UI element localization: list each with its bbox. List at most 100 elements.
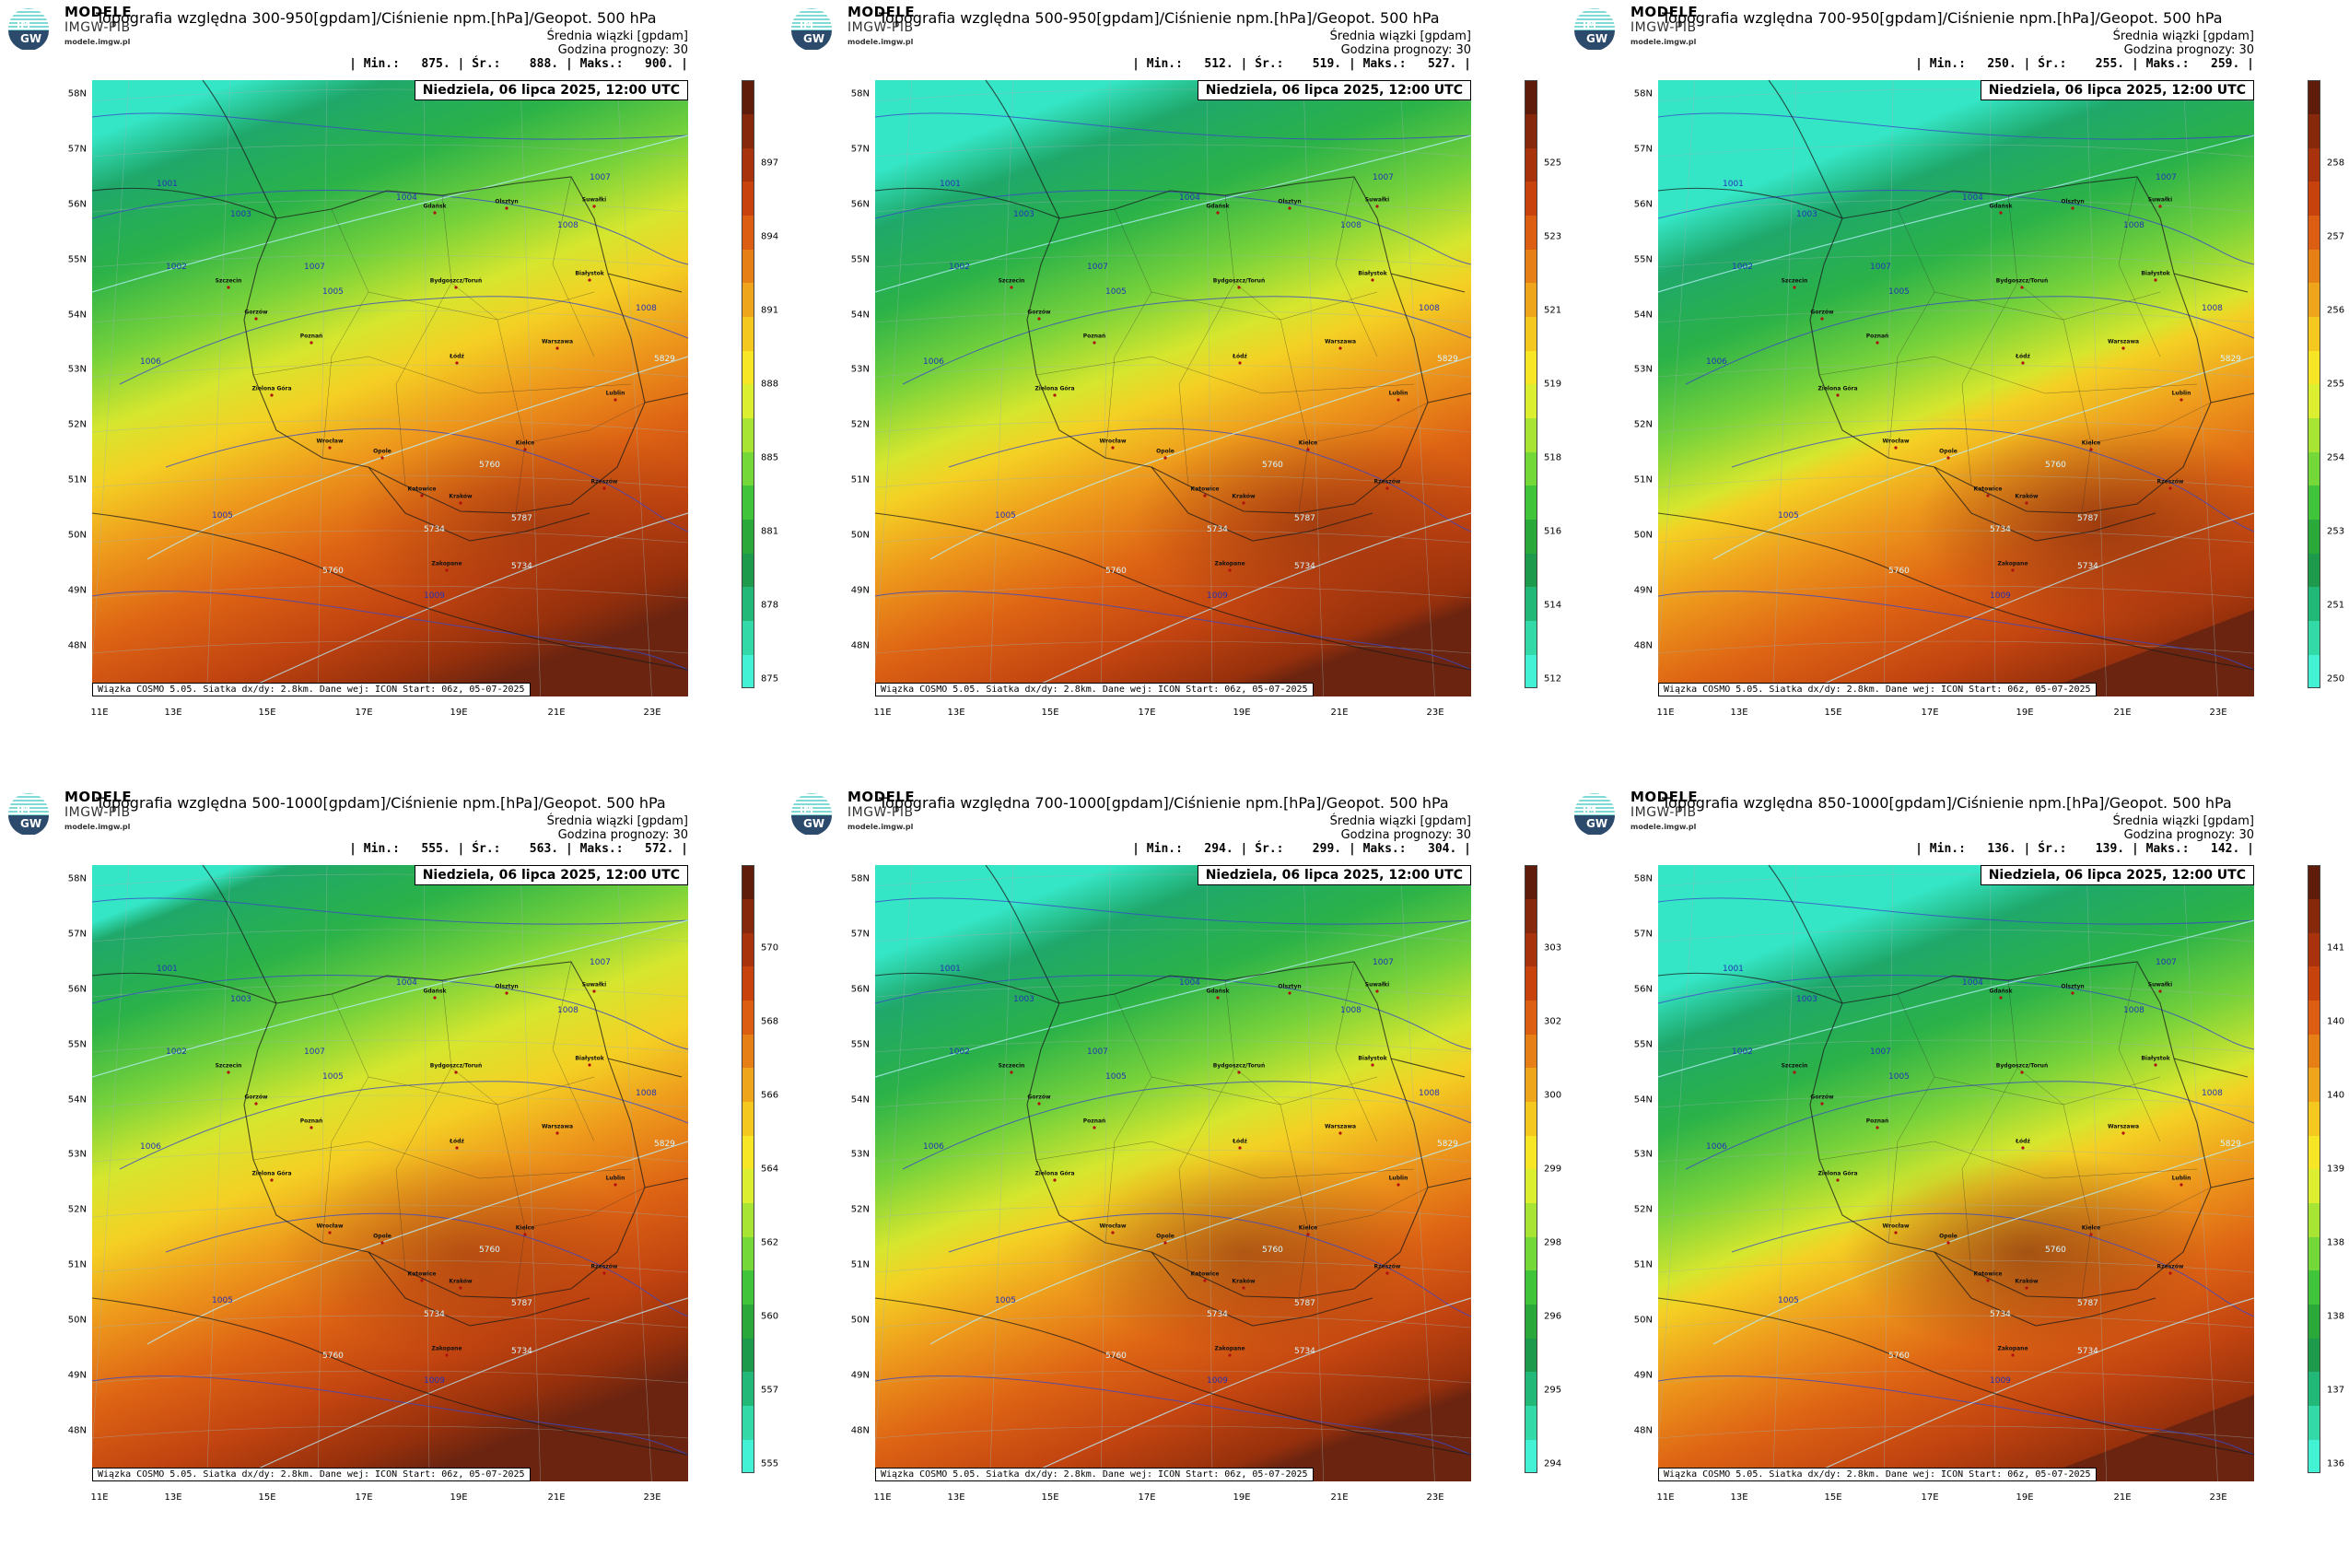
city-label: Lublin xyxy=(1388,1175,1408,1182)
colorbar-label: 295 xyxy=(1544,1385,1562,1396)
forecast-date: Niedziela, 06 lipca 2025, 12:00 UTC xyxy=(414,865,688,885)
geopotential-lines xyxy=(875,135,1471,696)
colorbar-segment xyxy=(1525,1338,1537,1373)
brand-institute: IMGW-PIB xyxy=(64,805,131,820)
svg-text:IM: IM xyxy=(17,18,30,30)
lon-label: 13E xyxy=(164,708,182,718)
isobar-label: 1006 xyxy=(1706,357,1727,367)
colorbar xyxy=(1525,865,1537,1474)
lon-label: 15E xyxy=(258,1492,276,1503)
city-dot xyxy=(1820,317,1824,321)
geopotential-label: 5760 xyxy=(322,567,344,576)
isobar-label: 1004 xyxy=(396,978,417,988)
city-dot xyxy=(1375,205,1379,208)
geopotential-label: 5760 xyxy=(1105,567,1127,576)
lat-label: 50N xyxy=(67,530,87,541)
city-label: Warszawa xyxy=(2107,338,2140,345)
model-credit: Wiązka COSMO 5.05. Siatka dx/dy: 2.8km. … xyxy=(875,683,1314,696)
colorbar-segment xyxy=(742,1338,754,1373)
svg-text:IM: IM xyxy=(800,18,813,30)
lon-label: 21E xyxy=(1330,708,1349,718)
isobar-label: 1002 xyxy=(949,263,970,272)
country-borders xyxy=(875,865,1471,1456)
warm-core xyxy=(1842,1151,2211,1353)
colorbar-label: 254 xyxy=(2327,452,2345,463)
city-label: Rzeszów xyxy=(590,1263,618,1270)
geopotential-label: 5760 xyxy=(1888,567,1910,576)
lat-label: 55N xyxy=(1633,254,1653,265)
city-dot xyxy=(445,568,449,572)
colorbar-segment xyxy=(2308,1101,2320,1136)
forecast-date: Niedziela, 06 lipca 2025, 12:00 UTC xyxy=(1980,80,2254,100)
isobar-label: 1003 xyxy=(230,210,251,219)
colorbar-segment xyxy=(2308,519,2320,554)
geopotential-label: 5734 xyxy=(1990,1310,2011,1319)
brand-site[interactable]: modele.imgw.pl xyxy=(847,38,914,46)
brand-site[interactable]: modele.imgw.pl xyxy=(1630,823,1697,831)
city-dot xyxy=(2021,1146,2025,1150)
colorbar-segment xyxy=(742,1068,754,1103)
isobar-label: 1001 xyxy=(940,965,961,974)
voivodeship-borders xyxy=(1818,176,2212,514)
colorbar-label: 555 xyxy=(761,1458,779,1469)
lat-label: 48N xyxy=(1633,640,1653,651)
map-panel-2: IM GW MODELE IMGW-PIB modele.imgw.pl Topograf… xyxy=(783,0,1566,783)
city-dot xyxy=(454,1071,458,1074)
brand-site[interactable]: modele.imgw.pl xyxy=(847,823,914,831)
city-label: Zakopane xyxy=(1214,560,1245,568)
city-dot xyxy=(2011,1353,2015,1357)
colorbar-label: 136 xyxy=(2327,1458,2345,1469)
city-label: Bydgoszcz/Toruń xyxy=(1995,277,2049,285)
city-label: Wrocław xyxy=(316,1223,344,1230)
lon-label: 11E xyxy=(1656,708,1675,718)
warm-core xyxy=(350,421,688,624)
city-label: Łódź xyxy=(450,353,464,360)
colorbar-segment xyxy=(742,1270,754,1305)
city-label: Gorzów xyxy=(1810,309,1834,316)
lat-label: 56N xyxy=(850,199,870,210)
colorbar-segment xyxy=(742,1236,754,1271)
isobar-label: 1006 xyxy=(923,1142,944,1152)
brand-block: MODELE IMGW-PIB modele.imgw.pl xyxy=(64,4,132,46)
lon-label: 11E xyxy=(873,708,892,718)
lon-label: 21E xyxy=(1330,1492,1349,1503)
city-dot xyxy=(1836,1178,1840,1182)
svg-text:IM: IM xyxy=(800,803,813,815)
isobar-label: 1004 xyxy=(1962,978,1983,988)
colorbar-label: 253 xyxy=(2327,526,2345,537)
lon-label: 11E xyxy=(90,708,109,718)
colorbar-segment xyxy=(742,181,754,216)
city-dot xyxy=(380,1241,384,1245)
lat-label: 57N xyxy=(1633,929,1653,940)
lon-label: 19E xyxy=(2016,1492,2034,1503)
city-label: Poznań xyxy=(299,1117,323,1125)
city-label: Poznań xyxy=(1082,1117,1106,1125)
city-dot xyxy=(1093,341,1096,345)
colorbar-label: 514 xyxy=(1544,600,1562,611)
colorbar-segment xyxy=(742,1304,754,1339)
lat-label: 56N xyxy=(1633,199,1653,210)
isobar-label: 1009 xyxy=(424,1376,445,1386)
city-label: Szczecin xyxy=(998,1062,1025,1070)
colorbar-label: 251 xyxy=(2327,600,2345,611)
brand-site[interactable]: modele.imgw.pl xyxy=(1630,38,1697,46)
lat-label: 57N xyxy=(67,144,87,155)
brand-site[interactable]: modele.imgw.pl xyxy=(64,823,131,831)
city-label: Gorzów xyxy=(1027,309,1051,316)
city-label: Kraków xyxy=(2015,493,2039,500)
colorbar xyxy=(742,865,754,1474)
lat-label: 53N xyxy=(67,364,87,375)
city-dot xyxy=(1010,286,1013,289)
colorbar-segment xyxy=(1525,147,1537,182)
city-dot xyxy=(1163,456,1167,460)
colorbar-label: 891 xyxy=(761,305,779,316)
brand-site[interactable]: modele.imgw.pl xyxy=(64,38,131,46)
city-dot xyxy=(2168,486,2172,490)
colorbar-segment xyxy=(742,587,754,622)
isobar-label: 1007 xyxy=(1087,263,1108,272)
city-label: Kielce xyxy=(515,1224,535,1232)
colorbar-label: 140 xyxy=(2327,1016,2345,1027)
graticule xyxy=(92,80,688,696)
isobar-label: 1005 xyxy=(995,1296,1016,1305)
stats-line: | Min.: 136. | Śr.: 139. | Maks.: 142. | xyxy=(1915,842,2254,856)
